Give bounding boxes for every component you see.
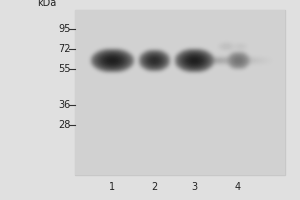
Text: 2: 2 — [151, 182, 157, 192]
Text: 1: 1 — [109, 182, 115, 192]
Text: kDa: kDa — [38, 0, 57, 8]
Text: 55: 55 — [58, 64, 71, 74]
Text: 4: 4 — [235, 182, 241, 192]
Text: 3: 3 — [191, 182, 197, 192]
Bar — [75, 10, 285, 175]
Text: 36: 36 — [59, 100, 71, 110]
Text: 95: 95 — [58, 24, 71, 34]
Text: 28: 28 — [58, 120, 71, 130]
Text: 72: 72 — [58, 44, 71, 54]
